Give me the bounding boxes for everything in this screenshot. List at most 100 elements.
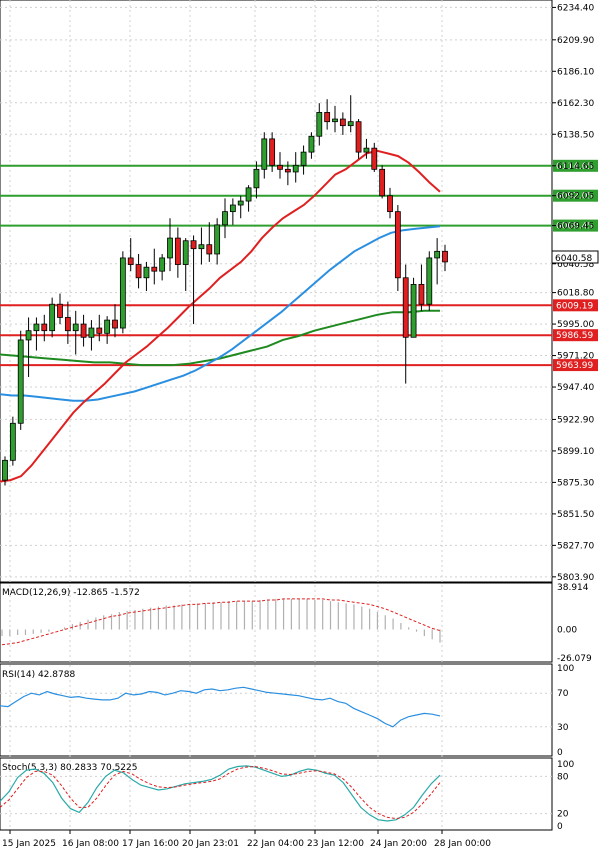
candle-body: [245, 187, 252, 202]
rsi-pane: RSI(14) 42.8788 100 70 30 0: [0, 664, 574, 758]
level-label-box: [553, 299, 598, 312]
pane-border: [0, 757, 553, 831]
macd-pane: MACD(12,26,9) -12.865 -1.572 38.914 0.00 -…: [1, 583, 592, 664]
x-tick-label: 28 Jan 00:00: [434, 839, 491, 849]
candle-body: [363, 147, 370, 153]
level-label-box: [553, 159, 598, 172]
rsi-line: [0, 686, 441, 728]
y-tick-label: 6018.80: [557, 289, 594, 299]
candle-body: [182, 240, 189, 265]
candle-body: [387, 195, 393, 213]
candle-body: [339, 118, 346, 127]
rsi-tick-label: 70: [557, 689, 569, 699]
ma-green-line: [0, 309, 440, 367]
candle-body: [434, 250, 441, 259]
level-label-text: 6069.45: [556, 222, 593, 232]
level-label-text: 5963.99: [556, 361, 593, 371]
y-tick-label: 5851.50: [557, 510, 594, 520]
x-tick-label: 16 Jan 08:00: [62, 839, 119, 849]
price-axis: 6234.40 6209.90 6186.10 6162.30 6138.50 6114.…: [552, 3, 594, 583]
candle-body: [9, 422, 16, 461]
pane-border: [0, 663, 553, 757]
candle-body: [190, 240, 197, 250]
candle-body: [206, 244, 213, 255]
candle-body: [112, 319, 118, 329]
candle-body: [17, 339, 24, 424]
y-tick-label: 6114.65: [557, 162, 594, 172]
y-tick-label: 5971.20: [557, 352, 594, 362]
time-axis: 15 Jan 2025 16 Jan 08:00 17 Jan 16:00 20 Ja…: [2, 830, 491, 849]
y-tick-label: 6138.50: [557, 130, 594, 140]
y-tick-label: 5947.40: [557, 383, 594, 393]
candle-body: [308, 135, 315, 153]
y-tick-label: 5899.10: [557, 447, 594, 457]
candle-body: [300, 151, 307, 166]
level-label-box: [553, 329, 598, 342]
candle-body: [25, 330, 32, 341]
candle-body: [88, 327, 95, 338]
macd-signal-line: [1, 598, 441, 646]
stoch-tick-label: 100: [557, 760, 574, 770]
x-tick-label: 22 Jan 04:00: [247, 839, 304, 849]
y-tick-label: 5922.90: [557, 415, 594, 425]
y-tick-label: 5803.90: [557, 573, 594, 583]
rsi-tick-label: 100: [557, 664, 574, 674]
level-label-text: 6009.19: [556, 301, 593, 311]
stoch-pane: Stoch(5,3,3) 80.2833 70.5225 100 80 20 0: [0, 760, 574, 832]
price-label: 6040.58: [551, 250, 599, 264]
candle-body: [41, 323, 48, 332]
candle-body: [198, 244, 205, 250]
candle-body: [80, 323, 87, 338]
candle-body: [284, 168, 291, 173]
candle-body: [214, 224, 221, 255]
pane-border: [0, 0, 553, 583]
y-tick-label: 6162.30: [557, 99, 594, 109]
y-tick-label: 6092.05: [557, 192, 594, 202]
x-tick-label: 23 Jan 12:00: [307, 839, 364, 849]
candle-body: [104, 319, 111, 334]
candle-body: [57, 303, 63, 318]
candle-body: [394, 211, 401, 279]
y-tick-label: 5995.00: [557, 320, 594, 330]
macd-tick-label: 38.914: [557, 583, 589, 593]
y-tick-label: 5827.70: [557, 541, 594, 551]
candle-body: [237, 200, 244, 206]
y-tick-label: 6040.58: [557, 260, 594, 270]
candle-body: [2, 459, 8, 481]
y-tick-label: 6209.90: [557, 36, 594, 46]
candle-body: [33, 323, 40, 332]
y-tick-label: 6234.40: [557, 3, 594, 13]
level-label-box: [553, 189, 598, 202]
stoch-tick-label: 80: [557, 772, 569, 782]
candle-body: [277, 164, 283, 170]
candle-body: [355, 121, 362, 153]
rsi-tick-label: 30: [557, 723, 569, 733]
macd-title: MACD(12,26,9) -12.865 -1.572: [2, 588, 140, 598]
ma-blue-line: [0, 225, 441, 402]
y-tick-label: 5875.30: [557, 478, 594, 488]
candle-body: [316, 112, 323, 137]
candle-body: [261, 138, 268, 170]
level-label-text: 6114.65: [556, 162, 593, 172]
rsi-tick-label: 0: [557, 748, 563, 758]
price-label-box: [551, 250, 599, 264]
price-label-text: 6040.58: [555, 254, 592, 264]
candle-body: [72, 323, 79, 332]
candle-body: [167, 237, 173, 259]
support-resistance-levels: 6114.65 6092.05 6069.45 6009.19 5986.59 5963.…: [0, 159, 598, 372]
y-tick-label: 6186.10: [557, 67, 594, 77]
level-label-text: 5986.59: [556, 331, 593, 341]
candle-body: [151, 266, 158, 272]
level-label-box: [553, 359, 598, 372]
candlesticks: [2, 95, 448, 486]
y-tick-label: 6069.45: [557, 222, 594, 232]
candle-body: [64, 317, 71, 332]
candle-body: [119, 257, 126, 329]
level-label-text: 6092.05: [556, 192, 593, 202]
candle-body: [410, 283, 417, 338]
stoch-tick-label: 0: [557, 822, 563, 832]
candle-body: [426, 257, 433, 305]
candle-body: [96, 327, 103, 334]
